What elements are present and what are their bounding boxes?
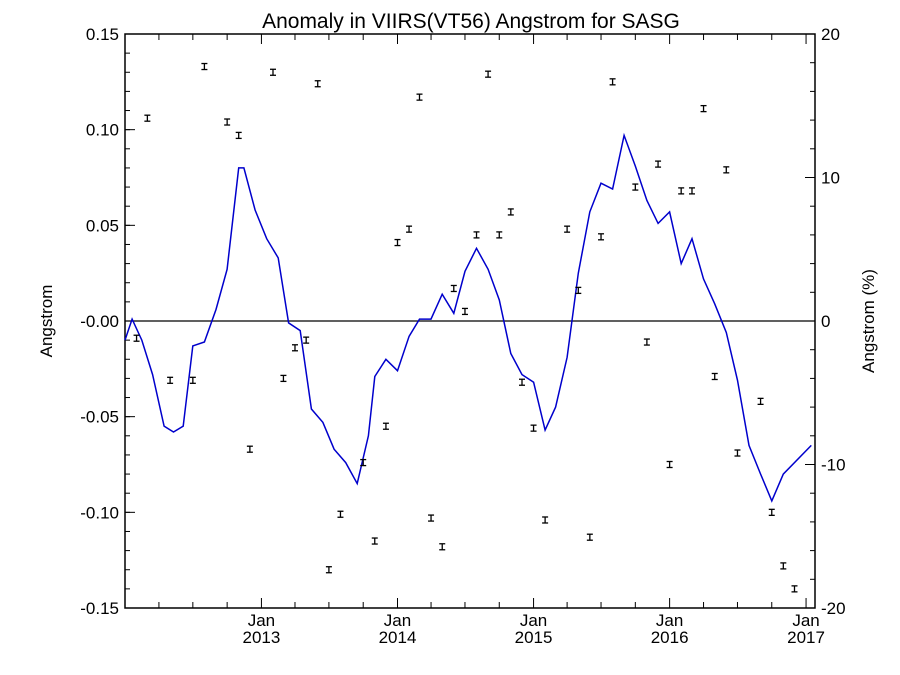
data-point — [167, 376, 174, 384]
data-point — [757, 397, 764, 406]
data-point — [542, 516, 549, 524]
x-tick-label-year: 2017 — [787, 628, 825, 647]
data-point — [780, 562, 787, 570]
data-point — [371, 537, 378, 545]
data-point — [519, 378, 526, 386]
data-point — [314, 80, 321, 88]
y-right-tick-label: -20 — [821, 599, 846, 618]
data-point — [473, 231, 480, 239]
y-right-tick-label: -10 — [821, 456, 846, 475]
data-point — [235, 131, 242, 140]
data-point — [711, 372, 718, 381]
y-left-tick-label: 0.05 — [86, 216, 119, 235]
y-left-tick-label: -0.10 — [80, 503, 119, 522]
x-tick-label-year: 2015 — [515, 628, 553, 647]
data-point — [678, 187, 685, 195]
x-tick-label-month: Jan — [384, 611, 411, 630]
data-point — [144, 114, 151, 122]
y-left-tick-label: 0.15 — [86, 25, 119, 44]
y-left-tick-label: -0.05 — [80, 408, 119, 427]
x-tick-label-year: 2014 — [379, 628, 417, 647]
data-point — [450, 284, 457, 293]
data-point — [382, 422, 389, 430]
data-point — [485, 70, 492, 78]
data-point — [723, 166, 730, 174]
data-point — [360, 458, 367, 467]
y-right-tick-label: 10 — [821, 169, 840, 188]
data-point — [246, 445, 253, 453]
data-point — [189, 376, 196, 384]
data-point — [496, 231, 503, 239]
y-left-tick-label: 0.10 — [86, 121, 119, 140]
data-point — [507, 208, 514, 216]
x-tick-label-month: Jan — [248, 611, 275, 630]
x-tick-label-year: 2016 — [651, 628, 689, 647]
data-point — [269, 68, 276, 76]
data-point — [291, 344, 298, 352]
data-point — [688, 187, 695, 195]
data-point — [598, 233, 605, 241]
data-point — [337, 510, 344, 518]
data-point — [428, 514, 435, 522]
data-point — [224, 118, 231, 126]
data-point — [303, 336, 310, 344]
y-left-tick-label: -0.00 — [80, 312, 119, 331]
data-point — [201, 62, 208, 71]
y-axis-label-left: Angstrom — [37, 285, 56, 358]
data-point — [325, 566, 332, 574]
y-axis-label-right: Angstrom (%) — [859, 269, 878, 373]
data-point — [632, 183, 639, 191]
data-point — [416, 93, 423, 101]
data-point — [461, 307, 468, 316]
chart-marks: Jan2013Jan2014Jan2015Jan2016Jan20170.150… — [80, 25, 845, 647]
x-tick-label-month: Jan — [656, 611, 683, 630]
x-tick-label-year: 2013 — [243, 628, 281, 647]
data-point — [564, 225, 571, 233]
data-point — [394, 238, 401, 247]
x-tick-label-month: Jan — [520, 611, 547, 630]
data-point — [575, 286, 582, 295]
y-right-tick-label: 20 — [821, 25, 840, 44]
data-point — [734, 449, 741, 457]
y-right-tick-label: 0 — [821, 312, 830, 331]
smoothed-anomaly-line — [124, 132, 812, 503]
data-point — [768, 508, 775, 516]
data-point — [406, 225, 413, 233]
data-point — [439, 543, 446, 551]
data-point — [643, 338, 650, 346]
data-point — [700, 104, 707, 113]
data-point — [586, 533, 593, 541]
chart-title: Anomaly in VIIRS(VT56) Angstrom for SASG — [262, 10, 680, 33]
y-left-tick-label: -0.15 — [80, 599, 119, 618]
data-point — [609, 78, 616, 86]
data-point — [655, 160, 662, 168]
x-tick-label-month: Jan — [792, 611, 819, 630]
data-point — [666, 460, 673, 469]
data-point — [133, 334, 140, 342]
data-point — [530, 424, 537, 432]
data-point — [280, 374, 287, 383]
data-point — [791, 585, 798, 593]
